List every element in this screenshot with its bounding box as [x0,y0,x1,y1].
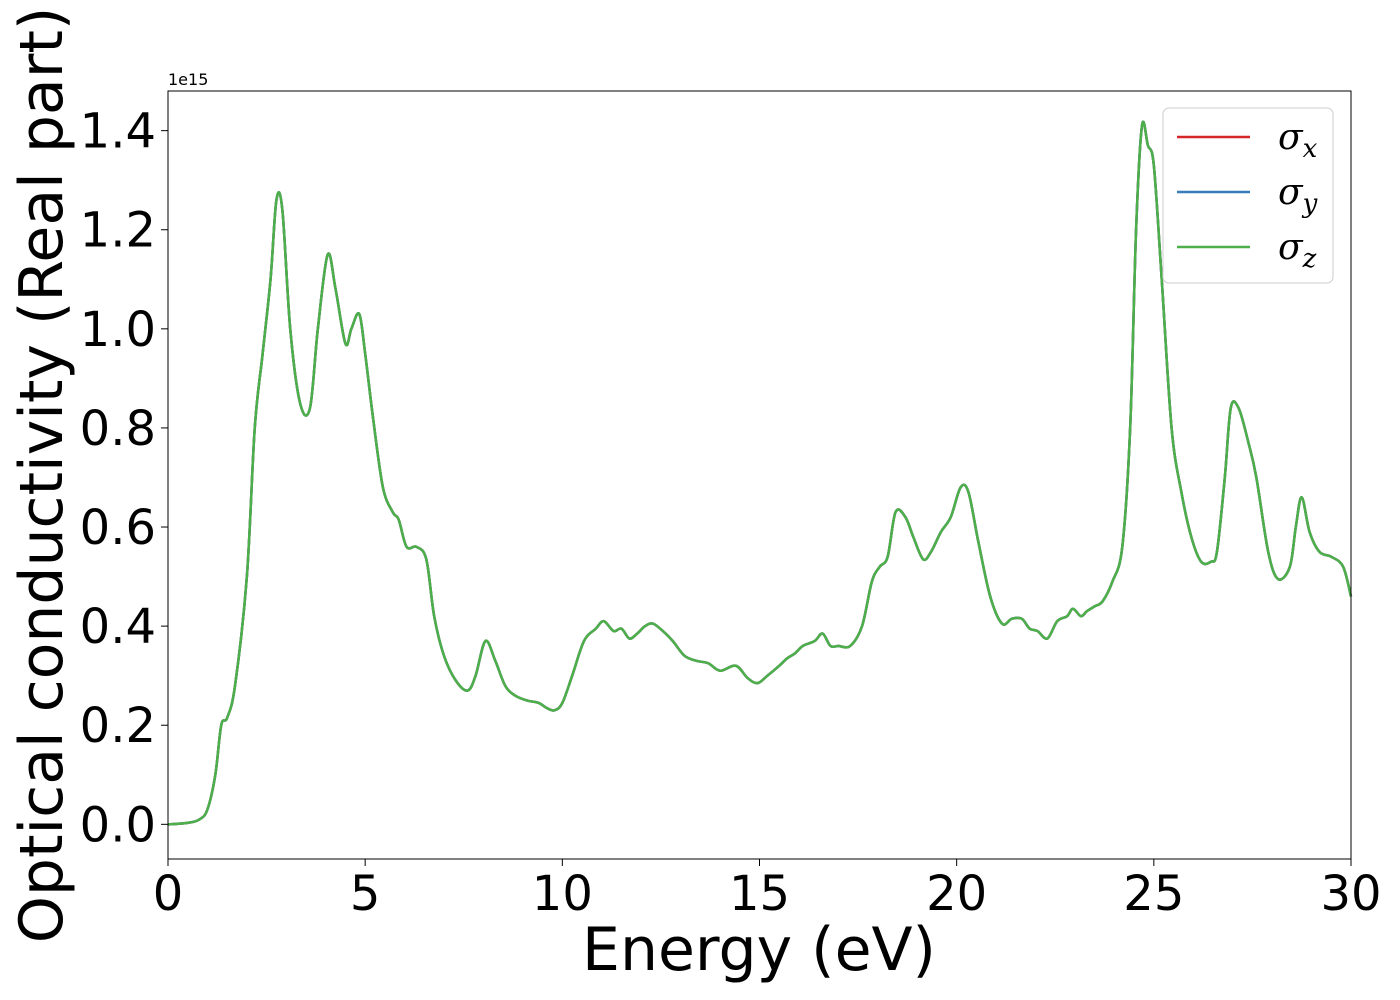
legend: σx σy σz [1162,107,1334,284]
series-layer [167,120,1353,826]
legend-box [1162,107,1334,284]
x-tick-label: 10 [532,866,593,922]
y-offset-label: 1e15 [168,70,208,89]
x-tick-label: 5 [350,866,381,922]
y-tick-label: 0.2 [80,698,156,754]
plot-area [168,91,1351,859]
x-tick-label: 30 [1320,866,1381,922]
y-axis-title: Optical conductivity (Real part) [7,7,77,944]
x-tick-label: 0 [153,866,184,922]
x-tick-label: 20 [926,866,987,922]
legend-label: σx [1278,117,1318,164]
y-tick-label: 1.4 [80,104,156,160]
legend-label: σz [1278,227,1317,274]
y-tick-label: 0.0 [80,797,156,853]
x-axis-title: Energy (eV) [582,915,936,985]
y-tick-label: 0.6 [80,500,156,556]
legend-label: σy [1278,172,1318,219]
y-tick-label: 1.0 [80,302,156,358]
series-line-3 [167,120,1353,826]
y-axis-ticks: 0.0 0.2 0.4 0.6 0.8 1.0 1.2 1.4 [80,104,168,853]
y-tick-label: 1.2 [80,203,156,259]
x-tick-label: 15 [729,866,790,922]
y-tick-label: 0.4 [80,599,156,655]
x-tick-label: 25 [1123,866,1184,922]
x-axis-ticks: 0 5 10 15 20 25 30 [153,859,1382,922]
y-tick-label: 0.8 [80,401,156,457]
